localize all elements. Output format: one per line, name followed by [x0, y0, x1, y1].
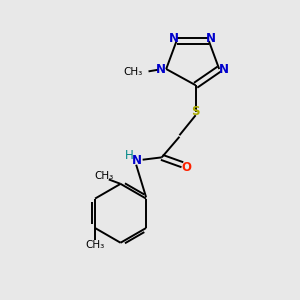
Text: CH₃: CH₃: [123, 67, 142, 77]
Text: CH₃: CH₃: [95, 171, 114, 181]
Text: N: N: [206, 32, 216, 45]
Text: H: H: [125, 149, 134, 162]
Text: N: N: [132, 154, 142, 167]
Text: CH₃: CH₃: [85, 240, 105, 250]
Text: N: N: [219, 62, 229, 76]
Text: N: N: [156, 62, 166, 76]
Text: N: N: [169, 32, 179, 45]
Text: S: S: [191, 105, 200, 118]
Text: O: O: [181, 160, 191, 174]
